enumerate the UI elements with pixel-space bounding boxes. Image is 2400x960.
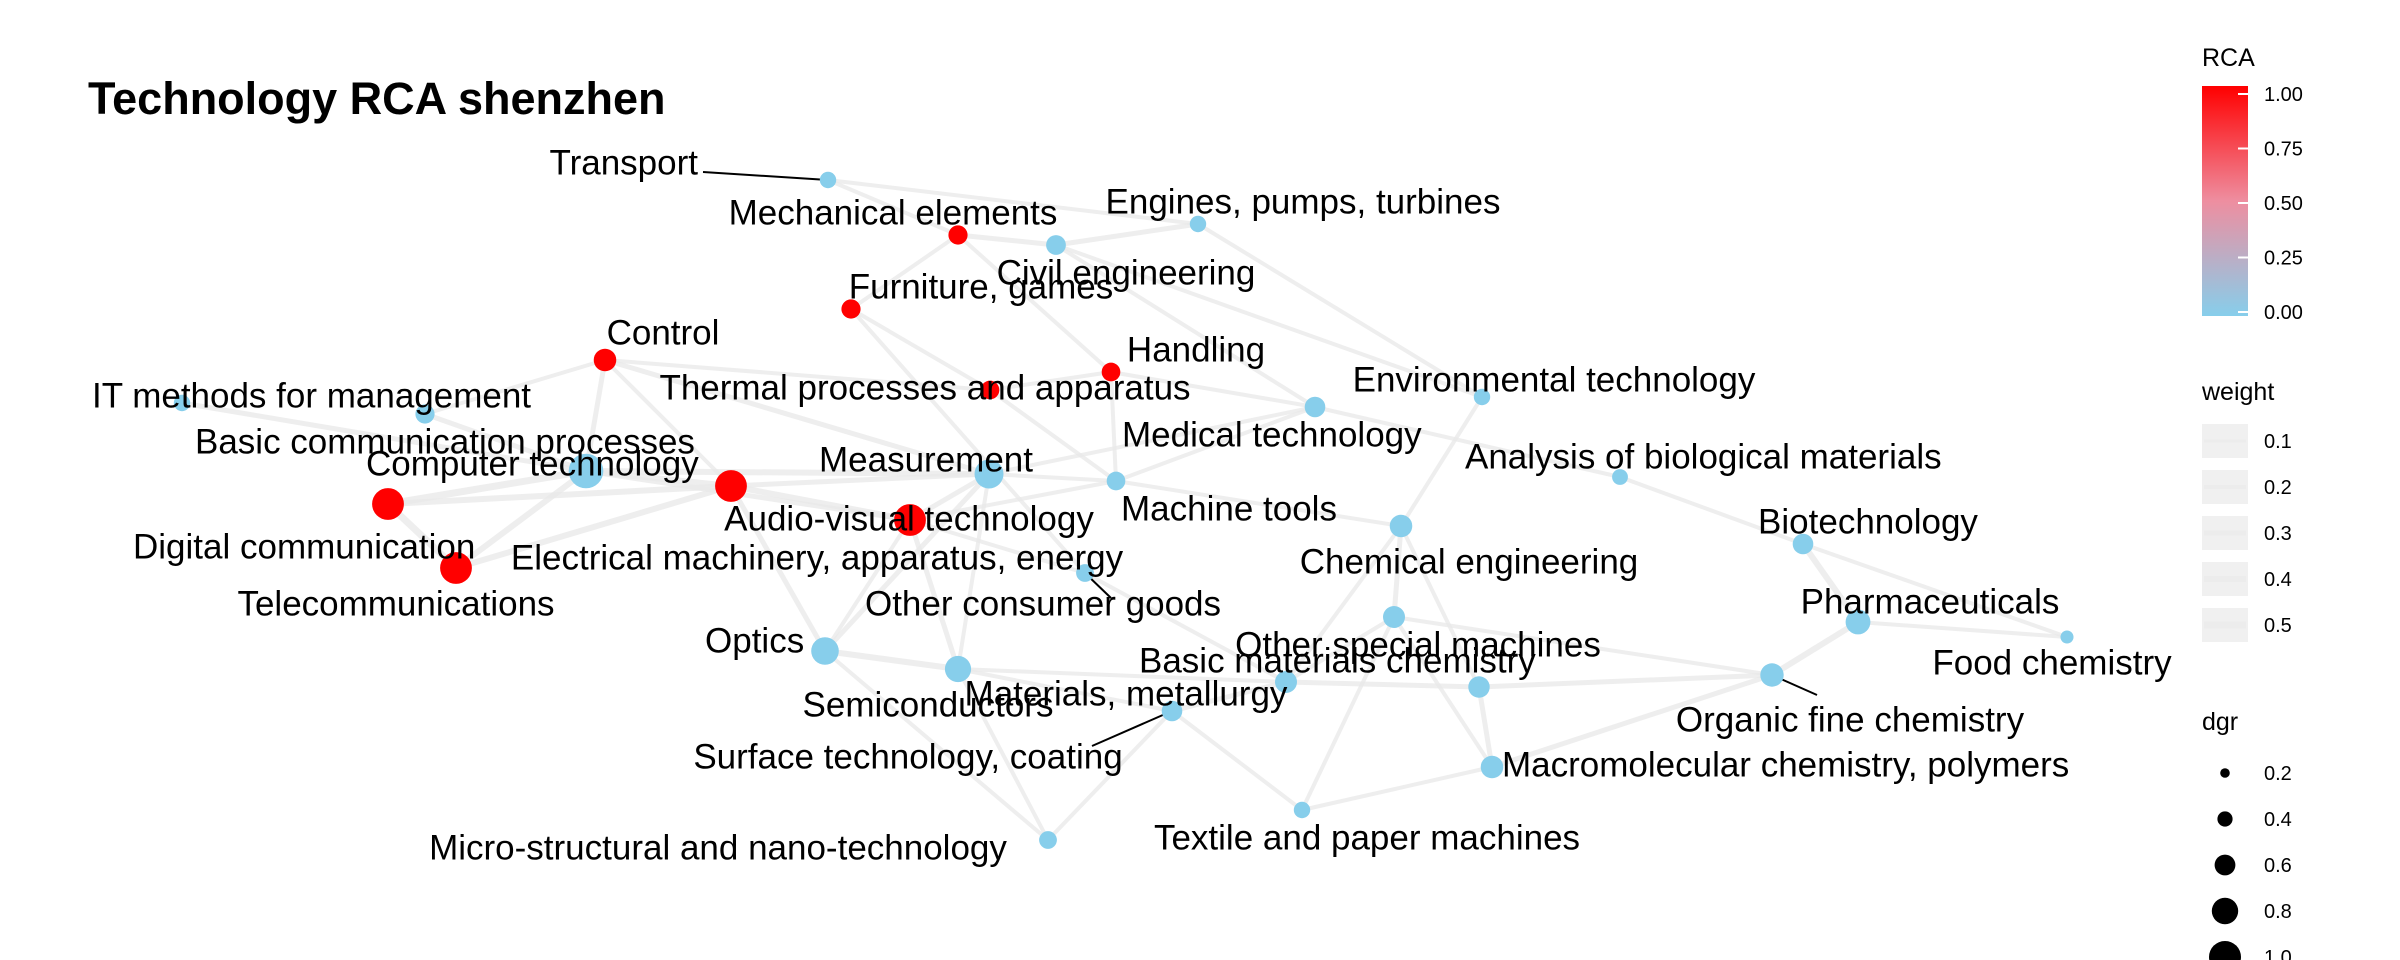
node-label-foodchem: Food chemistry <box>1932 643 2172 682</box>
node-av <box>715 470 747 502</box>
edge-textile-macromol <box>1302 767 1492 810</box>
chart-title: Technology RCA shenzhen <box>88 73 666 124</box>
node-label-digital: Digital communication <box>133 527 475 566</box>
dgr-key-dot <box>2217 811 2232 826</box>
dgr-key-dot <box>2215 855 2236 876</box>
dgr-key-label: 0.4 <box>2264 809 2292 831</box>
node-label-mech: Mechanical elements <box>729 193 1058 232</box>
dgr-key-dot <box>2209 941 2241 960</box>
node-label-computer: Computer technology <box>366 444 699 483</box>
edge-textile-surface <box>1172 711 1302 810</box>
weight-legend-title: weight <box>2201 378 2274 406</box>
weight-legend-keys: 0.1 0.2 0.3 0.4 0.5 <box>2202 424 2292 642</box>
node-label-basicmat: Basic materials chemistry <box>1139 641 1536 680</box>
node-label-chemeng: Chemical engineering <box>1300 542 1639 581</box>
rca-tick-label: 1.00 <box>2264 84 2303 106</box>
rca-tick-label: 0.75 <box>2264 139 2303 161</box>
node-label-handling: Handling <box>1127 330 1265 369</box>
edge-civil-engines <box>1056 224 1198 245</box>
weight-key-label: 0.2 <box>2264 477 2292 499</box>
node-label-control: Control <box>607 313 720 352</box>
node-macromol <box>1481 756 1504 779</box>
leader-transport <box>703 172 828 180</box>
node-label-micro: Micro-structural and nano-technology <box>429 828 1007 867</box>
node-label-engines: Engines, pumps, turbines <box>1106 182 1501 221</box>
rca-legend-title: RCA <box>2202 44 2255 72</box>
node-label-medtech: Medical technology <box>1122 415 1422 454</box>
node-transport <box>820 172 836 188</box>
node-label-telecom: Telecommunications <box>237 584 554 623</box>
edge-mech-civil <box>958 235 1056 245</box>
node-label-measurement: Measurement <box>819 440 1033 479</box>
edge-orgfine-pharma <box>1772 622 1858 675</box>
node-label-otherconsumer: Other consumer goods <box>865 584 1221 623</box>
node-label-furniture: Furniture, games <box>849 267 1114 306</box>
dgr-key-label: 0.2 <box>2264 763 2292 785</box>
node-label-semis: Semiconductors <box>803 685 1054 724</box>
node-medtech <box>1305 397 1326 418</box>
dgr-key-label: 1.0 <box>2264 947 2292 960</box>
node-label-thermal: Thermal processes and apparatus <box>659 368 1190 407</box>
node-micro <box>1039 831 1057 849</box>
node-label-itmgmt: IT methods for management <box>92 376 531 415</box>
node-civil <box>1046 235 1066 255</box>
node-chemeng <box>1390 515 1413 538</box>
edge-materials-basicmat <box>1286 682 1479 687</box>
node-label-transport: Transport <box>550 143 699 182</box>
node-orgfine <box>1760 663 1783 686</box>
weight-key-label: 0.4 <box>2264 569 2292 591</box>
dgr-legend-title: dgr <box>2202 708 2238 736</box>
node-label-biotech: Biotechnology <box>1758 502 1978 541</box>
rca-tick-label: 0.25 <box>2264 248 2303 270</box>
dgr-key-dot <box>2212 898 2238 924</box>
node-label-surface: Surface technology, coating <box>693 737 1122 776</box>
node-label-bioanalysis: Analysis of biological materials <box>1465 437 1942 476</box>
weight-key-label: 0.1 <box>2264 431 2292 453</box>
rca-tick-label: 0.50 <box>2264 193 2303 215</box>
node-label-electrical: Electrical machinery, apparatus, energy <box>511 538 1124 577</box>
node-optics <box>811 637 839 665</box>
rca-colorbar <box>2202 86 2248 316</box>
node-label-optics: Optics <box>705 621 804 660</box>
rca-tick-label: 0.00 <box>2264 302 2303 324</box>
node-textile <box>1294 802 1310 818</box>
node-label-macromol: Macromolecular chemistry, polymers <box>1502 745 2069 784</box>
node-label-envtech: Environmental technology <box>1353 360 1756 399</box>
node-label-av: Audio-visual technology <box>724 499 1094 538</box>
weight-key-label: 0.5 <box>2264 615 2292 637</box>
legend: RCA 1.000.750.500.250.00 weight 0.10.20.… <box>2201 44 2303 960</box>
node-machinetools <box>1107 472 1126 491</box>
node-label-machinetools: Machine tools <box>1121 489 1337 528</box>
dgr-legend-keys: 0.2 0.4 0.6 0.8 1.0 <box>2209 763 2292 960</box>
node-label-pharma: Pharmaceuticals <box>1801 582 2060 621</box>
node-foodchem <box>2060 630 2073 643</box>
node-label-textile: Textile and paper machines <box>1154 818 1580 857</box>
dgr-key-label: 0.8 <box>2264 901 2292 923</box>
node-label-orgfine: Organic fine chemistry <box>1676 700 2025 739</box>
weight-key-label: 0.3 <box>2264 523 2292 545</box>
node-digital <box>372 488 404 520</box>
dgr-key-label: 0.6 <box>2264 855 2292 877</box>
dgr-key-dot <box>2220 768 2230 778</box>
